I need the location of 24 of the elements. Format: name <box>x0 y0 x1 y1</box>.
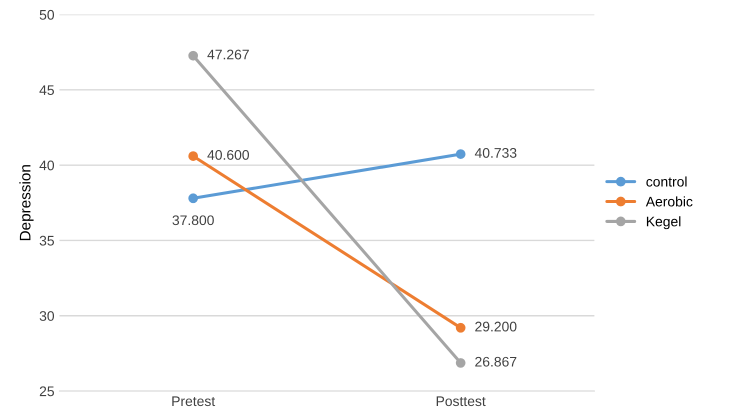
x-tick-label: Pretest <box>172 396 216 406</box>
point <box>188 50 198 61</box>
data-label: 47.267 <box>207 50 249 60</box>
x-tick-label: Posttest <box>436 396 486 406</box>
point <box>188 193 198 204</box>
point <box>456 322 466 333</box>
data-label: 26.867 <box>475 356 516 367</box>
legend-label: Kegel <box>646 216 680 230</box>
y-tick-label: 45 <box>39 85 54 96</box>
data-label: 40.600 <box>207 150 250 160</box>
y-tick-label: 35 <box>40 236 54 246</box>
y-tick-label: 30 <box>40 311 54 321</box>
point <box>456 149 466 159</box>
point <box>188 151 198 161</box>
y-tick-label: 50 <box>40 10 54 20</box>
y-axis-title: Depression <box>19 165 34 240</box>
legend-label: control <box>646 176 687 187</box>
point <box>456 358 466 368</box>
data-label: 37.800 <box>172 215 214 226</box>
data-label: 40.733 <box>474 148 516 158</box>
legend-label: Aerobic <box>646 196 693 207</box>
y-tick-label: 40 <box>39 160 54 170</box>
data-label: 29.200 <box>475 322 516 332</box>
y-tick-label: 25 <box>40 386 54 396</box>
